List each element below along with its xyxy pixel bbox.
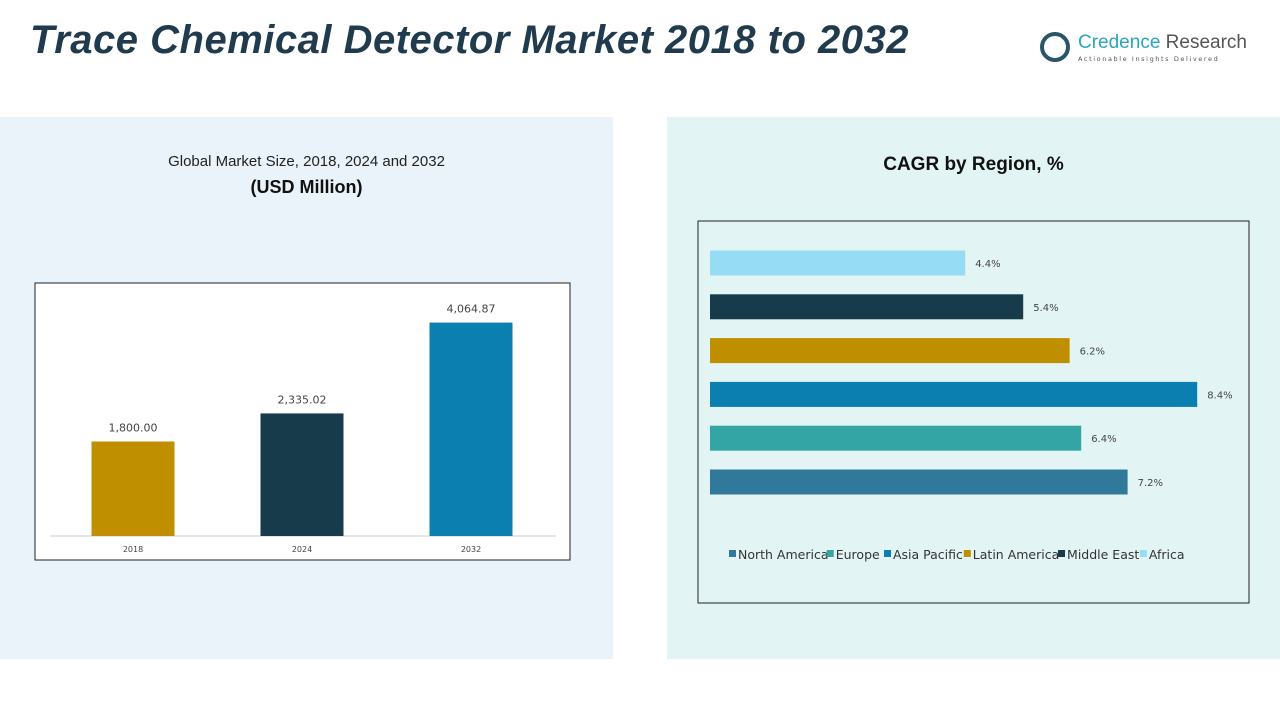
bar-africa (710, 250, 966, 276)
data-label-middle-east: 5.4% (1033, 303, 1058, 314)
data-label-north-america: 7.2% (1138, 478, 1163, 489)
legend-label-north-america: North America (738, 547, 829, 562)
bar-europe (710, 425, 1082, 451)
logo-name-2: Research (1160, 32, 1247, 53)
legend-swatch-latin-america (963, 550, 971, 557)
bar-latin-america (710, 338, 1070, 364)
x-tick-2024: 2024 (292, 545, 312, 554)
bar-2018 (91, 441, 175, 536)
page-title: Trace Chemical Detector Market 2018 to 2… (30, 18, 909, 62)
legend-swatch-middle-east (1058, 550, 1066, 557)
data-label-2032: 4,064.87 (447, 303, 496, 316)
data-label-asia-pacific: 8.4% (1207, 390, 1232, 401)
legend-label-latin-america: Latin America (973, 547, 1059, 562)
legend-swatch-africa (1139, 550, 1147, 557)
data-label-latin-america: 6.2% (1080, 347, 1105, 358)
x-tick-2018: 2018 (123, 545, 143, 554)
bar-2032 (429, 322, 513, 536)
legend-swatch-north-america (729, 550, 736, 557)
data-label-africa: 4.4% (975, 259, 1000, 270)
data-label-2018: 1,800.00 (109, 422, 158, 435)
left-chart-title: Global Market Size, 2018, 2024 and 2032 (168, 153, 445, 170)
x-tick-2032: 2032 (461, 545, 481, 554)
left-chart-subtitle: (USD Million) (250, 177, 363, 197)
right-chart-title: CAGR by Region, % (883, 154, 1064, 175)
credence-research-logo: Credence Research Actionable Insights De… (1040, 30, 1255, 70)
legend-label-middle-east: Middle East (1067, 547, 1139, 562)
bar-2024 (260, 413, 344, 536)
data-label-2024: 2,335.02 (278, 393, 327, 406)
logo-name-1: Credence (1078, 32, 1161, 53)
logo-chart-icon (1040, 32, 1070, 62)
bar-asia-pacific (710, 381, 1198, 407)
logo-tagline: Actionable Insights Delivered (1078, 55, 1220, 63)
right-chart-frame (697, 220, 1250, 604)
legend-swatch-europe (826, 550, 834, 557)
bar-north-america (710, 469, 1128, 495)
legend-label-africa: Africa (1149, 547, 1185, 562)
legend-swatch-asia-pacific (883, 550, 891, 557)
legend-label-europe: Europe (836, 547, 880, 562)
data-label-europe: 6.4% (1091, 434, 1116, 445)
legend-label-asia-pacific: Asia Pacific (893, 547, 963, 562)
bar-middle-east (710, 294, 1024, 320)
